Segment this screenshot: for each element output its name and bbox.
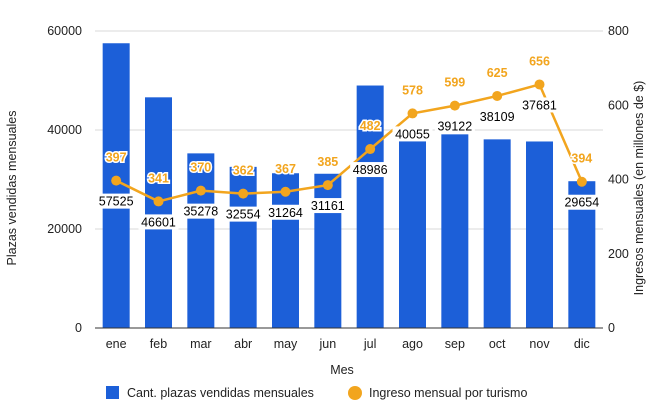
bar-value-label: 38109 bbox=[480, 110, 515, 124]
line-point bbox=[407, 108, 418, 119]
x-tick-label: ago bbox=[402, 337, 423, 351]
line-point bbox=[365, 144, 376, 155]
bar-label-bg bbox=[265, 204, 306, 220]
bar bbox=[145, 97, 172, 329]
bar bbox=[483, 139, 511, 328]
line-point bbox=[534, 79, 545, 90]
bar-label-bg bbox=[434, 118, 475, 134]
bar-value-label: 39122 bbox=[437, 120, 472, 134]
bar bbox=[187, 153, 215, 328]
x-axis-title: Mes bbox=[330, 363, 354, 377]
bar bbox=[526, 141, 553, 328]
bar bbox=[441, 134, 469, 328]
bar-series bbox=[102, 43, 596, 329]
line-value-label: 394 bbox=[571, 152, 592, 166]
legend-label-line: Ingreso mensual por turismo bbox=[369, 386, 527, 400]
x-tick-label: jul bbox=[363, 337, 377, 351]
bar-label-bg bbox=[561, 194, 602, 210]
bar-value-label: 35278 bbox=[183, 205, 218, 219]
line-value-label: 362 bbox=[233, 164, 254, 178]
y-left-tick-label: 20000 bbox=[47, 222, 82, 236]
line-value-labels: 397 341 370 362 367 385 482 578 599 625 656 394 bbox=[104, 53, 594, 187]
line-value-label: 578 bbox=[402, 83, 423, 97]
bar-value-label: 57525 bbox=[99, 195, 134, 209]
x-tick-label: feb bbox=[150, 337, 167, 351]
x-tick-label: oct bbox=[489, 337, 506, 351]
y-left-tick-label: 60000 bbox=[47, 24, 82, 38]
y-right-tick-label: 0 bbox=[608, 321, 615, 335]
bar-label-bg bbox=[307, 198, 348, 214]
line-point bbox=[322, 180, 333, 191]
x-tick-label: nov bbox=[529, 337, 550, 351]
y-right-tick-labels: 0 200 400 600 800 bbox=[608, 24, 629, 335]
y-left-axis-title: Plazas vendidas mensuales bbox=[5, 111, 19, 266]
x-tick-label: dic bbox=[574, 337, 590, 351]
line-value-label: 625 bbox=[487, 66, 508, 80]
x-tick-label: jun bbox=[318, 337, 336, 351]
line-path bbox=[115, 82, 583, 203]
legend-swatch-bars bbox=[106, 386, 119, 399]
bar bbox=[314, 173, 342, 328]
bar-label-bg bbox=[392, 126, 433, 142]
line-point bbox=[238, 188, 249, 199]
line-point bbox=[492, 90, 503, 101]
line-point bbox=[280, 186, 291, 197]
legend: Cant. plazas vendidas mensuales Ingreso … bbox=[106, 386, 527, 400]
bar-value-label: 31161 bbox=[311, 199, 345, 213]
y-right-axis-title: Ingresos mensuales (en millones de $) bbox=[632, 81, 646, 296]
gridlines bbox=[95, 30, 603, 230]
line-value-label: 397 bbox=[106, 151, 127, 165]
bar-value-label: 48986 bbox=[353, 163, 388, 177]
bar-label-bg bbox=[180, 203, 221, 219]
y-left-tick-label: 0 bbox=[75, 321, 82, 335]
line-point bbox=[111, 175, 122, 186]
legend-swatch-line bbox=[348, 386, 362, 400]
x-tick-label: mar bbox=[190, 337, 212, 351]
bar-value-label: 37681 bbox=[522, 98, 557, 112]
bar-label-bg bbox=[519, 97, 560, 113]
y-right-tick-label: 200 bbox=[608, 247, 629, 261]
bar-value-label: 32554 bbox=[226, 208, 261, 222]
line-value-label: 385 bbox=[317, 155, 338, 169]
y-right-tick-label: 600 bbox=[608, 98, 629, 112]
line-value-label: 482 bbox=[360, 119, 381, 133]
bar bbox=[399, 129, 426, 328]
bar bbox=[272, 173, 299, 328]
bar-value-label: 29654 bbox=[564, 196, 599, 210]
line-value-label: 367 bbox=[275, 162, 296, 176]
line-point bbox=[576, 176, 587, 187]
bar-value-label: 31264 bbox=[268, 206, 303, 220]
x-tick-label: ene bbox=[106, 337, 127, 351]
bar-label-bg bbox=[138, 214, 179, 230]
line-point bbox=[449, 100, 460, 111]
line-point bbox=[153, 196, 164, 207]
bar-label-bg bbox=[477, 108, 518, 124]
bar bbox=[356, 85, 384, 328]
x-tick-label: sep bbox=[445, 337, 465, 351]
line-value-label: 341 bbox=[148, 171, 169, 185]
y-right-tick-label: 400 bbox=[608, 173, 629, 187]
bar-label-bg bbox=[96, 193, 137, 209]
line-series bbox=[111, 79, 587, 207]
bar-value-label: 40055 bbox=[395, 127, 430, 141]
y-right-tick-label: 800 bbox=[608, 24, 629, 38]
line-value-label: 599 bbox=[444, 76, 465, 90]
bar-label-bg bbox=[223, 206, 264, 222]
line-point bbox=[195, 185, 206, 196]
x-tick-label: abr bbox=[234, 337, 252, 351]
y-left-tick-label: 40000 bbox=[47, 123, 82, 137]
x-tick-labels: ene feb mar abr may jun jul ago sep oct nov dic bbox=[106, 337, 590, 351]
x-tick-label: may bbox=[274, 337, 298, 351]
bar-value-labels: 57525 46601 35278 32554 31264 31161 48986 40055… bbox=[96, 97, 602, 230]
y-left-tick-labels: 0 20000 40000 60000 bbox=[47, 24, 82, 335]
bar-label-bg bbox=[350, 162, 391, 178]
line-value-label: 370 bbox=[190, 161, 211, 175]
line-value-label: 656 bbox=[529, 54, 550, 68]
bar-value-label: 46601 bbox=[141, 215, 176, 229]
legend-label-bars: Cant. plazas vendidas mensuales bbox=[127, 386, 314, 400]
